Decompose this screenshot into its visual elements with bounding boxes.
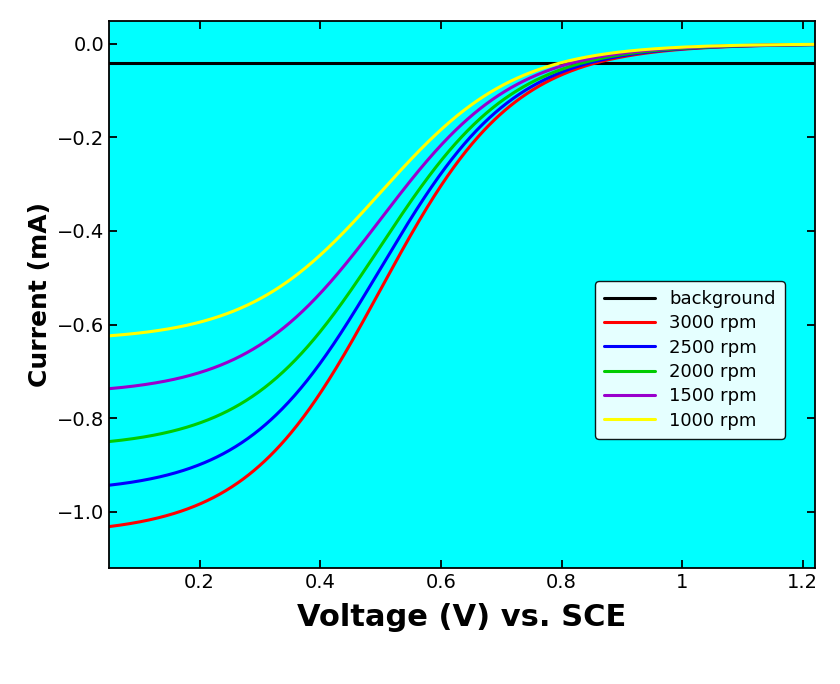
- 3000 rpm: [514, 95, 524, 103]
- Line: 1500 rpm: 1500 rpm: [109, 44, 815, 389]
- 3000 rpm: [639, 49, 649, 57]
- background: [554, 59, 564, 67]
- Legend: background, 3000 rpm, 2500 rpm, 2000 rpm, 1500 rpm, 1000 rpm: background, 3000 rpm, 2500 rpm, 2000 rpm…: [595, 281, 785, 438]
- 1000 rpm: [711, 42, 722, 50]
- 2500 rpm: [104, 481, 114, 489]
- 3000 rpm: [148, 515, 158, 523]
- 1500 rpm: [639, 47, 649, 55]
- background: [533, 59, 543, 67]
- 1500 rpm: [148, 380, 158, 388]
- 2500 rpm: [639, 49, 649, 57]
- 2000 rpm: [639, 48, 649, 56]
- 2000 rpm: [554, 66, 564, 75]
- 1500 rpm: [711, 42, 722, 51]
- background: [514, 59, 524, 67]
- background: [104, 59, 114, 67]
- 2500 rpm: [554, 69, 564, 77]
- 1000 rpm: [533, 66, 543, 74]
- 2500 rpm: [533, 79, 543, 88]
- background: [711, 59, 722, 67]
- 3000 rpm: [810, 40, 820, 49]
- 2000 rpm: [533, 75, 543, 83]
- 2000 rpm: [711, 42, 722, 51]
- background: [639, 59, 649, 67]
- 2500 rpm: [514, 90, 524, 98]
- 1000 rpm: [554, 60, 564, 68]
- 1500 rpm: [554, 63, 564, 71]
- X-axis label: Voltage (V) vs. SCE: Voltage (V) vs. SCE: [297, 603, 627, 632]
- 2500 rpm: [711, 43, 722, 51]
- 3000 rpm: [533, 83, 543, 91]
- Line: 2000 rpm: 2000 rpm: [109, 44, 815, 442]
- 2000 rpm: [148, 432, 158, 440]
- 1500 rpm: [810, 40, 820, 49]
- 1000 rpm: [514, 73, 524, 81]
- 2000 rpm: [514, 86, 524, 94]
- 1500 rpm: [104, 384, 114, 393]
- 3000 rpm: [711, 43, 722, 51]
- 2500 rpm: [148, 474, 158, 482]
- 1000 rpm: [148, 327, 158, 335]
- Line: 2500 rpm: 2500 rpm: [109, 44, 815, 485]
- background: [148, 59, 158, 67]
- 1000 rpm: [639, 45, 649, 53]
- background: [810, 59, 820, 67]
- Line: 1000 rpm: 1000 rpm: [109, 44, 815, 336]
- 1500 rpm: [514, 79, 524, 88]
- 2500 rpm: [810, 40, 820, 49]
- 1500 rpm: [533, 70, 543, 79]
- Y-axis label: Current (mA): Current (mA): [28, 202, 51, 386]
- 2000 rpm: [104, 438, 114, 446]
- 3000 rpm: [554, 72, 564, 80]
- 1000 rpm: [104, 332, 114, 340]
- Line: 3000 rpm: 3000 rpm: [109, 44, 815, 527]
- 1000 rpm: [810, 40, 820, 49]
- 3000 rpm: [104, 523, 114, 531]
- 2000 rpm: [810, 40, 820, 49]
